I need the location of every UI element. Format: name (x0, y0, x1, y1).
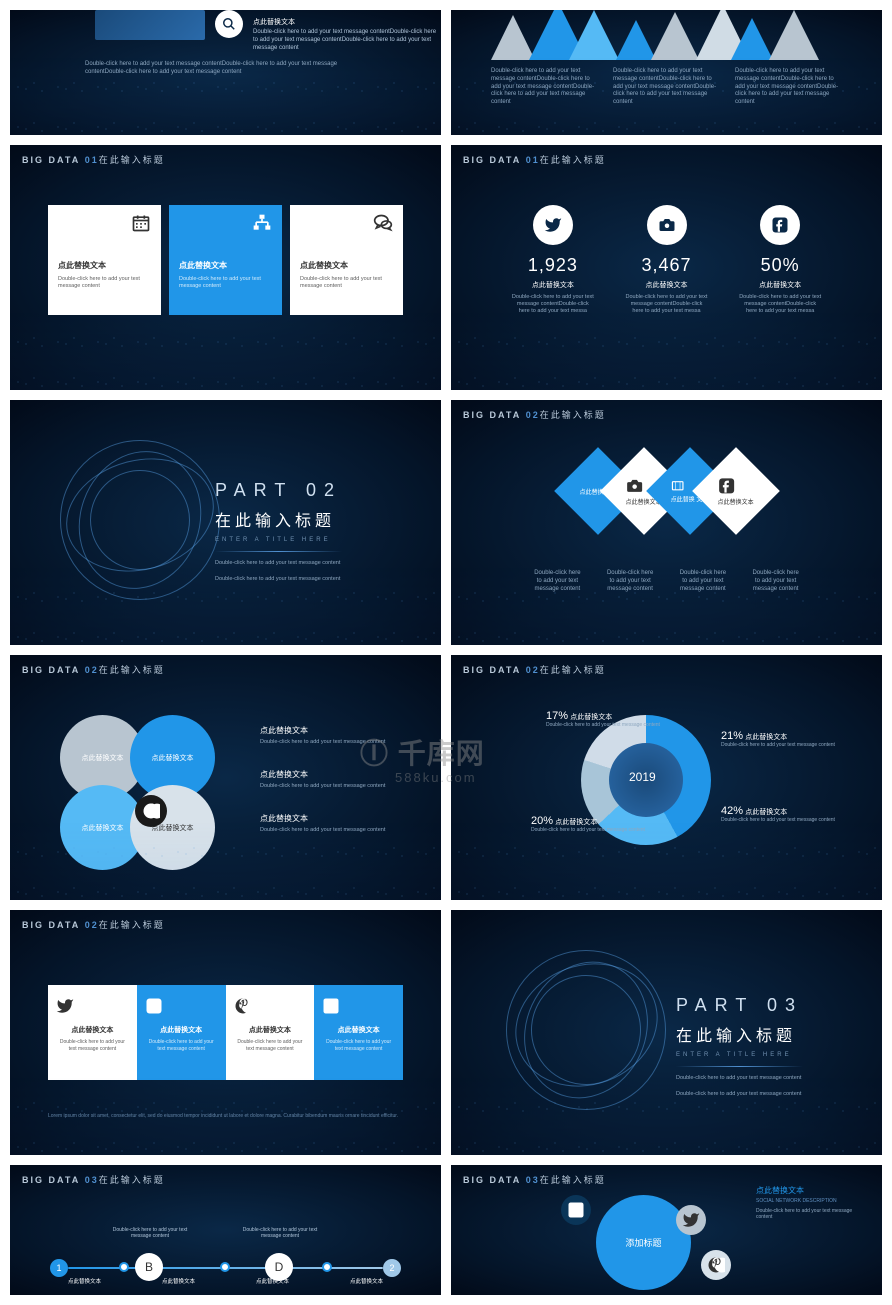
social-row: 点此替换文本Double-click here to add your text… (48, 985, 403, 1080)
header: BIG DATA 02在此输入标题 (22, 918, 165, 931)
card-row: 点此替换文本Double-click here to add your text… (48, 205, 403, 315)
timeline-end: 2 (383, 1259, 401, 1277)
timeline-top-2: Double-click here to add your text messa… (240, 1227, 320, 1239)
list-item: 点此替换文本Double-click here to add your text… (260, 725, 411, 745)
header: BIG DATA 03在此输入标题 (22, 1173, 165, 1186)
slide-1-text: 点此替换文本 Double-click here to add your tex… (253, 18, 441, 52)
header: BIG DATA 02在此输入标题 (463, 663, 606, 676)
facebook-icon (717, 476, 753, 494)
header: BIG DATA 03在此输入标题 (463, 1173, 606, 1186)
social-cell: 点此替换文本Double-click here to add your text… (314, 985, 403, 1080)
calendar-icon (131, 213, 151, 233)
header: BIG DATA 02在此输入标题 (463, 408, 606, 421)
diamond-row: 点此替换文本点此替换文本点此替换 文本点此替换文本 (501, 460, 832, 522)
facebook-icon (145, 997, 218, 1015)
pinterest-icon (234, 997, 307, 1015)
circle-cluster: 添加标题 (561, 1190, 751, 1290)
twitter-icon (56, 997, 129, 1015)
slide-4: BIG DATA 01在此输入标题 1,923点此替换文本Double-clic… (451, 145, 882, 390)
slide-12-text: 点此替换文本 SOCIAL NETWORK DESCRIPTION Double… (756, 1185, 862, 1220)
header: BIG DATA 01在此输入标题 (463, 153, 606, 166)
slide-2: Double-click here to add your text messa… (451, 10, 882, 135)
org-icon (252, 213, 272, 233)
linkedin-icon (561, 1195, 591, 1225)
twitter-icon (676, 1205, 706, 1235)
stat-item: 1,923点此替换文本Double-click here to add your… (511, 205, 595, 315)
social-cell: 点此替换文本Double-click here to add your text… (137, 985, 226, 1080)
social-cell: 点此替换文本Double-click here to add your text… (226, 985, 315, 1080)
twitter-icon (533, 205, 573, 245)
list-item: 点此替换文本Double-click here to add your text… (260, 769, 411, 789)
part-subtitle: ENTER A TITLE HERE (676, 1052, 803, 1058)
stats-row: 1,923点此替换文本Double-click here to add your… (511, 205, 822, 315)
part-subtitle: ENTER A TITLE HERE (215, 537, 342, 543)
slide-grid: 点此替换文本 Double-click here to add your tex… (0, 0, 892, 1305)
text-sub: SOCIAL NETWORK DESCRIPTION (756, 1198, 862, 1204)
social-cell: 点此替换文本Double-click here to add your text… (48, 985, 137, 1080)
slide-9: BIG DATA 02在此输入标题 点此替换文本Double-click her… (10, 910, 441, 1155)
part-title: 在此输入标题 (215, 507, 342, 531)
timeline-top-1: Double-click here to add your text messa… (110, 1227, 190, 1239)
text-title: 点此替换文本 (756, 1185, 862, 1196)
part-label: PART 03 (676, 995, 803, 1016)
pinterest-icon (701, 1250, 731, 1280)
donut-year: 2019 (629, 770, 656, 784)
part-title: 在此输入标题 (676, 1022, 803, 1046)
chat-icon (373, 213, 393, 233)
slide-10-part03: PART 03 在此输入标题 ENTER A TITLE HERE Double… (451, 910, 882, 1155)
slide-1-title: 点此替换文本 (253, 18, 441, 27)
part-label: PART 02 (215, 480, 342, 501)
diamond-item: 点此替换文本 (692, 447, 780, 535)
stat-item: 3,467点此替换文本Double-click here to add your… (625, 205, 709, 315)
info-card: 点此替换文本Double-click here to add your text… (169, 205, 282, 315)
slide-12: BIG DATA 03在此输入标题 添加标题 点此替换文本 SOCIAL NET… (451, 1165, 882, 1295)
cluster-main: 添加标题 (596, 1195, 691, 1290)
slide-1: 点此替换文本 Double-click here to add your tex… (10, 10, 441, 135)
donut-segment-label: 21% 点此替换文本Double-click here to add your … (721, 730, 835, 748)
slide-1-desc: Double-click here to add your text messa… (253, 29, 441, 52)
slide-5-part02: PART 02 在此输入标题 ENTER A TITLE HERE Double… (10, 400, 441, 645)
facebook-icon (760, 205, 800, 245)
header: BIG DATA 01在此输入标题 (22, 153, 165, 166)
timeline: Double-click here to add your text messa… (50, 1227, 401, 1277)
slide-3: BIG DATA 01在此输入标题 点此替换文本Double-click her… (10, 145, 441, 390)
text-desc: Double-click here to add your text messa… (756, 1208, 862, 1220)
slide-6: BIG DATA 02在此输入标题 点此替换文本点此替换文本点此替换 文本点此替… (451, 400, 882, 645)
header: BIG DATA 02在此输入标题 (22, 663, 165, 676)
info-card: 点此替换文本Double-click here to add your text… (48, 205, 161, 315)
camera-icon (647, 205, 687, 245)
image-placeholder (95, 10, 205, 40)
triangle-chart (451, 10, 882, 60)
timeline-start: 1 (50, 1259, 68, 1277)
info-card: 点此替换文本Double-click here to add your text… (290, 205, 403, 315)
linkedin-icon (322, 997, 395, 1015)
search-icon (215, 10, 243, 38)
slide-11: BIG DATA 03在此输入标题 Double-click here to a… (10, 1165, 441, 1295)
slide-7: BIG DATA 02在此输入标题 点此替换文本点此替换文本点此替换文本点此替换… (10, 655, 441, 900)
slide-8: BIG DATA 02在此输入标题 2019 42% 点此替换文本Double-… (451, 655, 882, 900)
stat-item: 50%点此替换文本Double-click here to add your t… (738, 205, 822, 315)
timeline-labels: 点此替换文本点此替换文本 点此替换文本点此替换文本 (68, 1277, 383, 1285)
donut-segment-label: 17% 点此替换文本Double-click here to add your … (546, 710, 660, 728)
